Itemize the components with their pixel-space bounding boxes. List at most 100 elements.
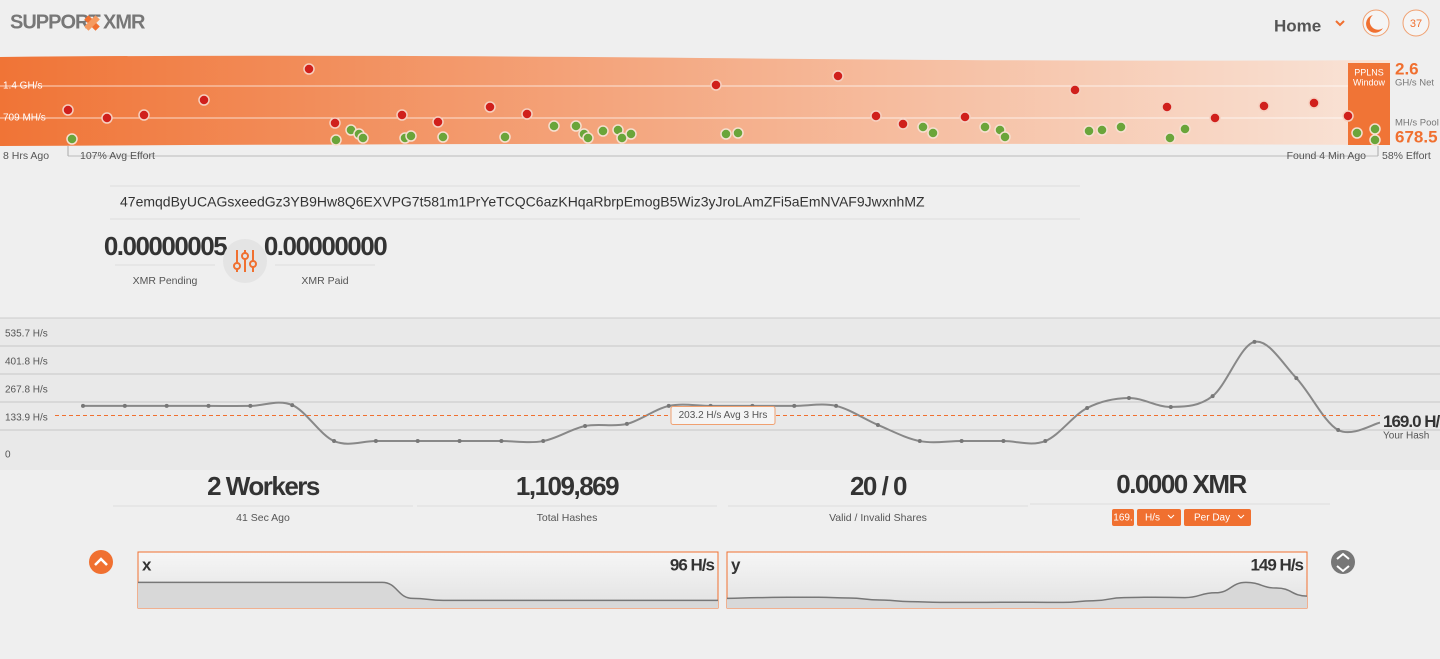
time-start: 8 Hrs Ago [3, 150, 49, 162]
average-label: 203.2 H/s Avg 3 Hrs [679, 410, 768, 421]
share-dot[interactable] [570, 120, 582, 132]
badge[interactable] [1402, 9, 1430, 37]
hash-point [1043, 439, 1048, 444]
hash-point [583, 423, 588, 428]
hash-point [1126, 395, 1131, 400]
hash-point [1336, 427, 1341, 432]
share-dot[interactable] [927, 127, 939, 139]
share-dot[interactable] [720, 128, 732, 140]
share-dot[interactable] [582, 132, 594, 144]
balance-value: 0.00000000 [264, 231, 387, 261]
balance-label: XMR Paid [301, 275, 348, 287]
hash-point [875, 422, 880, 427]
block-dot[interactable] [198, 94, 210, 106]
stat-value: 2 Workers [207, 471, 320, 501]
settings-icon [249, 260, 257, 268]
nav-home[interactable]: Home [1274, 16, 1321, 35]
hash-input[interactable] [1112, 509, 1134, 526]
share-dot[interactable] [1351, 127, 1363, 139]
logo[interactable]: SUPPORT [10, 11, 101, 33]
hash-point [1168, 404, 1173, 409]
share-dot[interactable] [732, 127, 744, 139]
worker-area [727, 582, 1307, 608]
hash-point [457, 439, 462, 444]
worker-line [726, 581, 1308, 604]
share-dot[interactable] [999, 131, 1011, 143]
share-dot[interactable] [357, 132, 369, 144]
share-dot[interactable] [1115, 121, 1127, 133]
balance-label: XMR Pending [133, 275, 198, 287]
block-dot[interactable] [484, 101, 496, 113]
block-dot[interactable] [959, 111, 971, 123]
share-dot[interactable] [66, 133, 78, 145]
share-dot[interactable] [979, 121, 991, 133]
share-dot[interactable] [499, 131, 511, 143]
block-dot[interactable] [1342, 110, 1354, 122]
hash-point [624, 421, 629, 426]
unit-select[interactable] [1137, 509, 1181, 526]
sort-button[interactable] [1331, 550, 1355, 574]
hash-point [1001, 439, 1006, 444]
stat-value: 1,109,869 [516, 471, 619, 501]
wallet-address[interactable]: 47emqdByUCAGsxeedGz3YB9Hw8Q6EXVPG7t581m1… [120, 194, 925, 210]
block-dot[interactable] [138, 109, 150, 121]
hash-point [917, 439, 922, 444]
pool-label: 1.4 GH/s [3, 81, 42, 92]
y-tick-label: 401.8 H/s [5, 357, 48, 368]
share-dot[interactable] [437, 131, 449, 143]
pool-band [0, 55, 1390, 146]
block-dot[interactable] [1258, 100, 1270, 112]
share-dot[interactable] [625, 128, 637, 140]
nav-chevron[interactable] [1335, 20, 1345, 27]
pool-unit: MH/s Pool [1395, 118, 1439, 129]
share-dot[interactable] [1369, 134, 1381, 146]
hash-point [122, 403, 127, 408]
block-dots [62, 63, 1381, 146]
period-select[interactable] [1184, 509, 1251, 526]
block-dot[interactable] [832, 70, 844, 82]
share-dot[interactable] [597, 125, 609, 137]
worker-name: x [142, 555, 152, 574]
block-dot[interactable] [101, 112, 113, 124]
block-dot[interactable] [396, 109, 408, 121]
select-chevron [1167, 514, 1175, 519]
block-dot[interactable] [1069, 84, 1081, 96]
block-dot[interactable] [870, 110, 882, 122]
share-dot[interactable] [1179, 123, 1191, 135]
pool-value: 678.5 [1395, 127, 1438, 146]
hash-point [332, 439, 337, 444]
share-dot[interactable] [548, 120, 560, 132]
block-dot[interactable] [1308, 97, 1320, 109]
block-dot[interactable] [897, 118, 909, 130]
net-value: 2.6 [1395, 59, 1419, 78]
stat-label: Valid / Invalid Shares [829, 512, 927, 524]
unit-select-value: H/s [1145, 513, 1160, 524]
block-dot[interactable] [1209, 112, 1221, 124]
y-tick-label: 133.9 H/s [5, 413, 48, 424]
block-dot[interactable] [1161, 101, 1173, 113]
share-dot[interactable] [405, 130, 417, 142]
y-tick-label: 267.8 H/s [5, 385, 48, 396]
hash-point [792, 403, 797, 408]
share-dot[interactable] [917, 121, 929, 133]
hash-point [541, 439, 546, 444]
stat-value: 20 / 0 [850, 471, 907, 501]
block-dot[interactable] [62, 104, 74, 116]
share-dot[interactable] [1164, 132, 1176, 144]
block-dot[interactable] [521, 108, 533, 120]
share-dot[interactable] [1369, 123, 1381, 135]
logo[interactable]: XMR [103, 11, 147, 33]
pool-label: 709 MH/s [3, 113, 46, 124]
badge-count: 37 [1410, 18, 1422, 30]
block-dot[interactable] [710, 79, 722, 91]
block-dot[interactable] [432, 116, 444, 128]
stat-label: 41 Sec Ago [236, 512, 290, 524]
block-dot[interactable] [329, 117, 341, 129]
block-dot[interactable] [303, 63, 315, 75]
share-dot[interactable] [330, 134, 342, 146]
collapse-button[interactable] [89, 550, 113, 574]
share-dot[interactable] [1083, 125, 1095, 137]
share-dot[interactable] [1096, 124, 1108, 136]
